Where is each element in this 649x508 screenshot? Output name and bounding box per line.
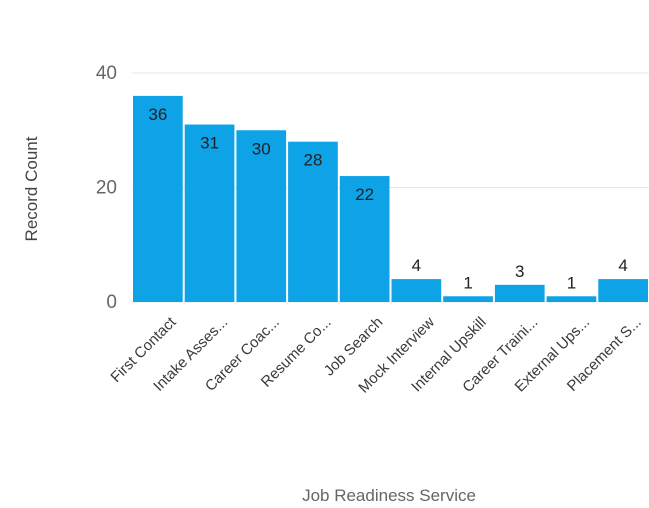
bar[interactable] — [494, 284, 545, 302]
data-label: 22 — [355, 185, 374, 204]
data-label: 36 — [148, 105, 167, 124]
bar[interactable] — [133, 95, 183, 303]
data-label: 4 — [412, 256, 421, 275]
bar[interactable] — [391, 279, 442, 302]
bar[interactable] — [598, 279, 648, 302]
bar[interactable] — [288, 141, 338, 302]
y-tick-label: 20 — [96, 178, 117, 199]
bar[interactable] — [184, 124, 235, 303]
bar[interactable] — [339, 176, 390, 302]
bars — [133, 95, 648, 303]
data-label: 3 — [515, 262, 524, 281]
y-tick-label: 40 — [96, 63, 117, 84]
bar[interactable] — [443, 296, 493, 302]
y-axis-title: Record Count — [22, 136, 41, 241]
data-label: 1 — [567, 273, 576, 292]
data-label: 31 — [200, 134, 219, 153]
x-axis-title: Job Readiness Service — [302, 486, 476, 505]
data-label: 28 — [303, 151, 322, 170]
bar[interactable] — [546, 296, 597, 302]
data-label: 4 — [618, 256, 627, 275]
data-label: 1 — [463, 273, 472, 292]
y-axis-ticks: 0 20 40 — [96, 63, 117, 313]
y-tick-label: 0 — [106, 292, 117, 313]
bar[interactable] — [236, 130, 287, 302]
data-label: 30 — [252, 139, 271, 158]
